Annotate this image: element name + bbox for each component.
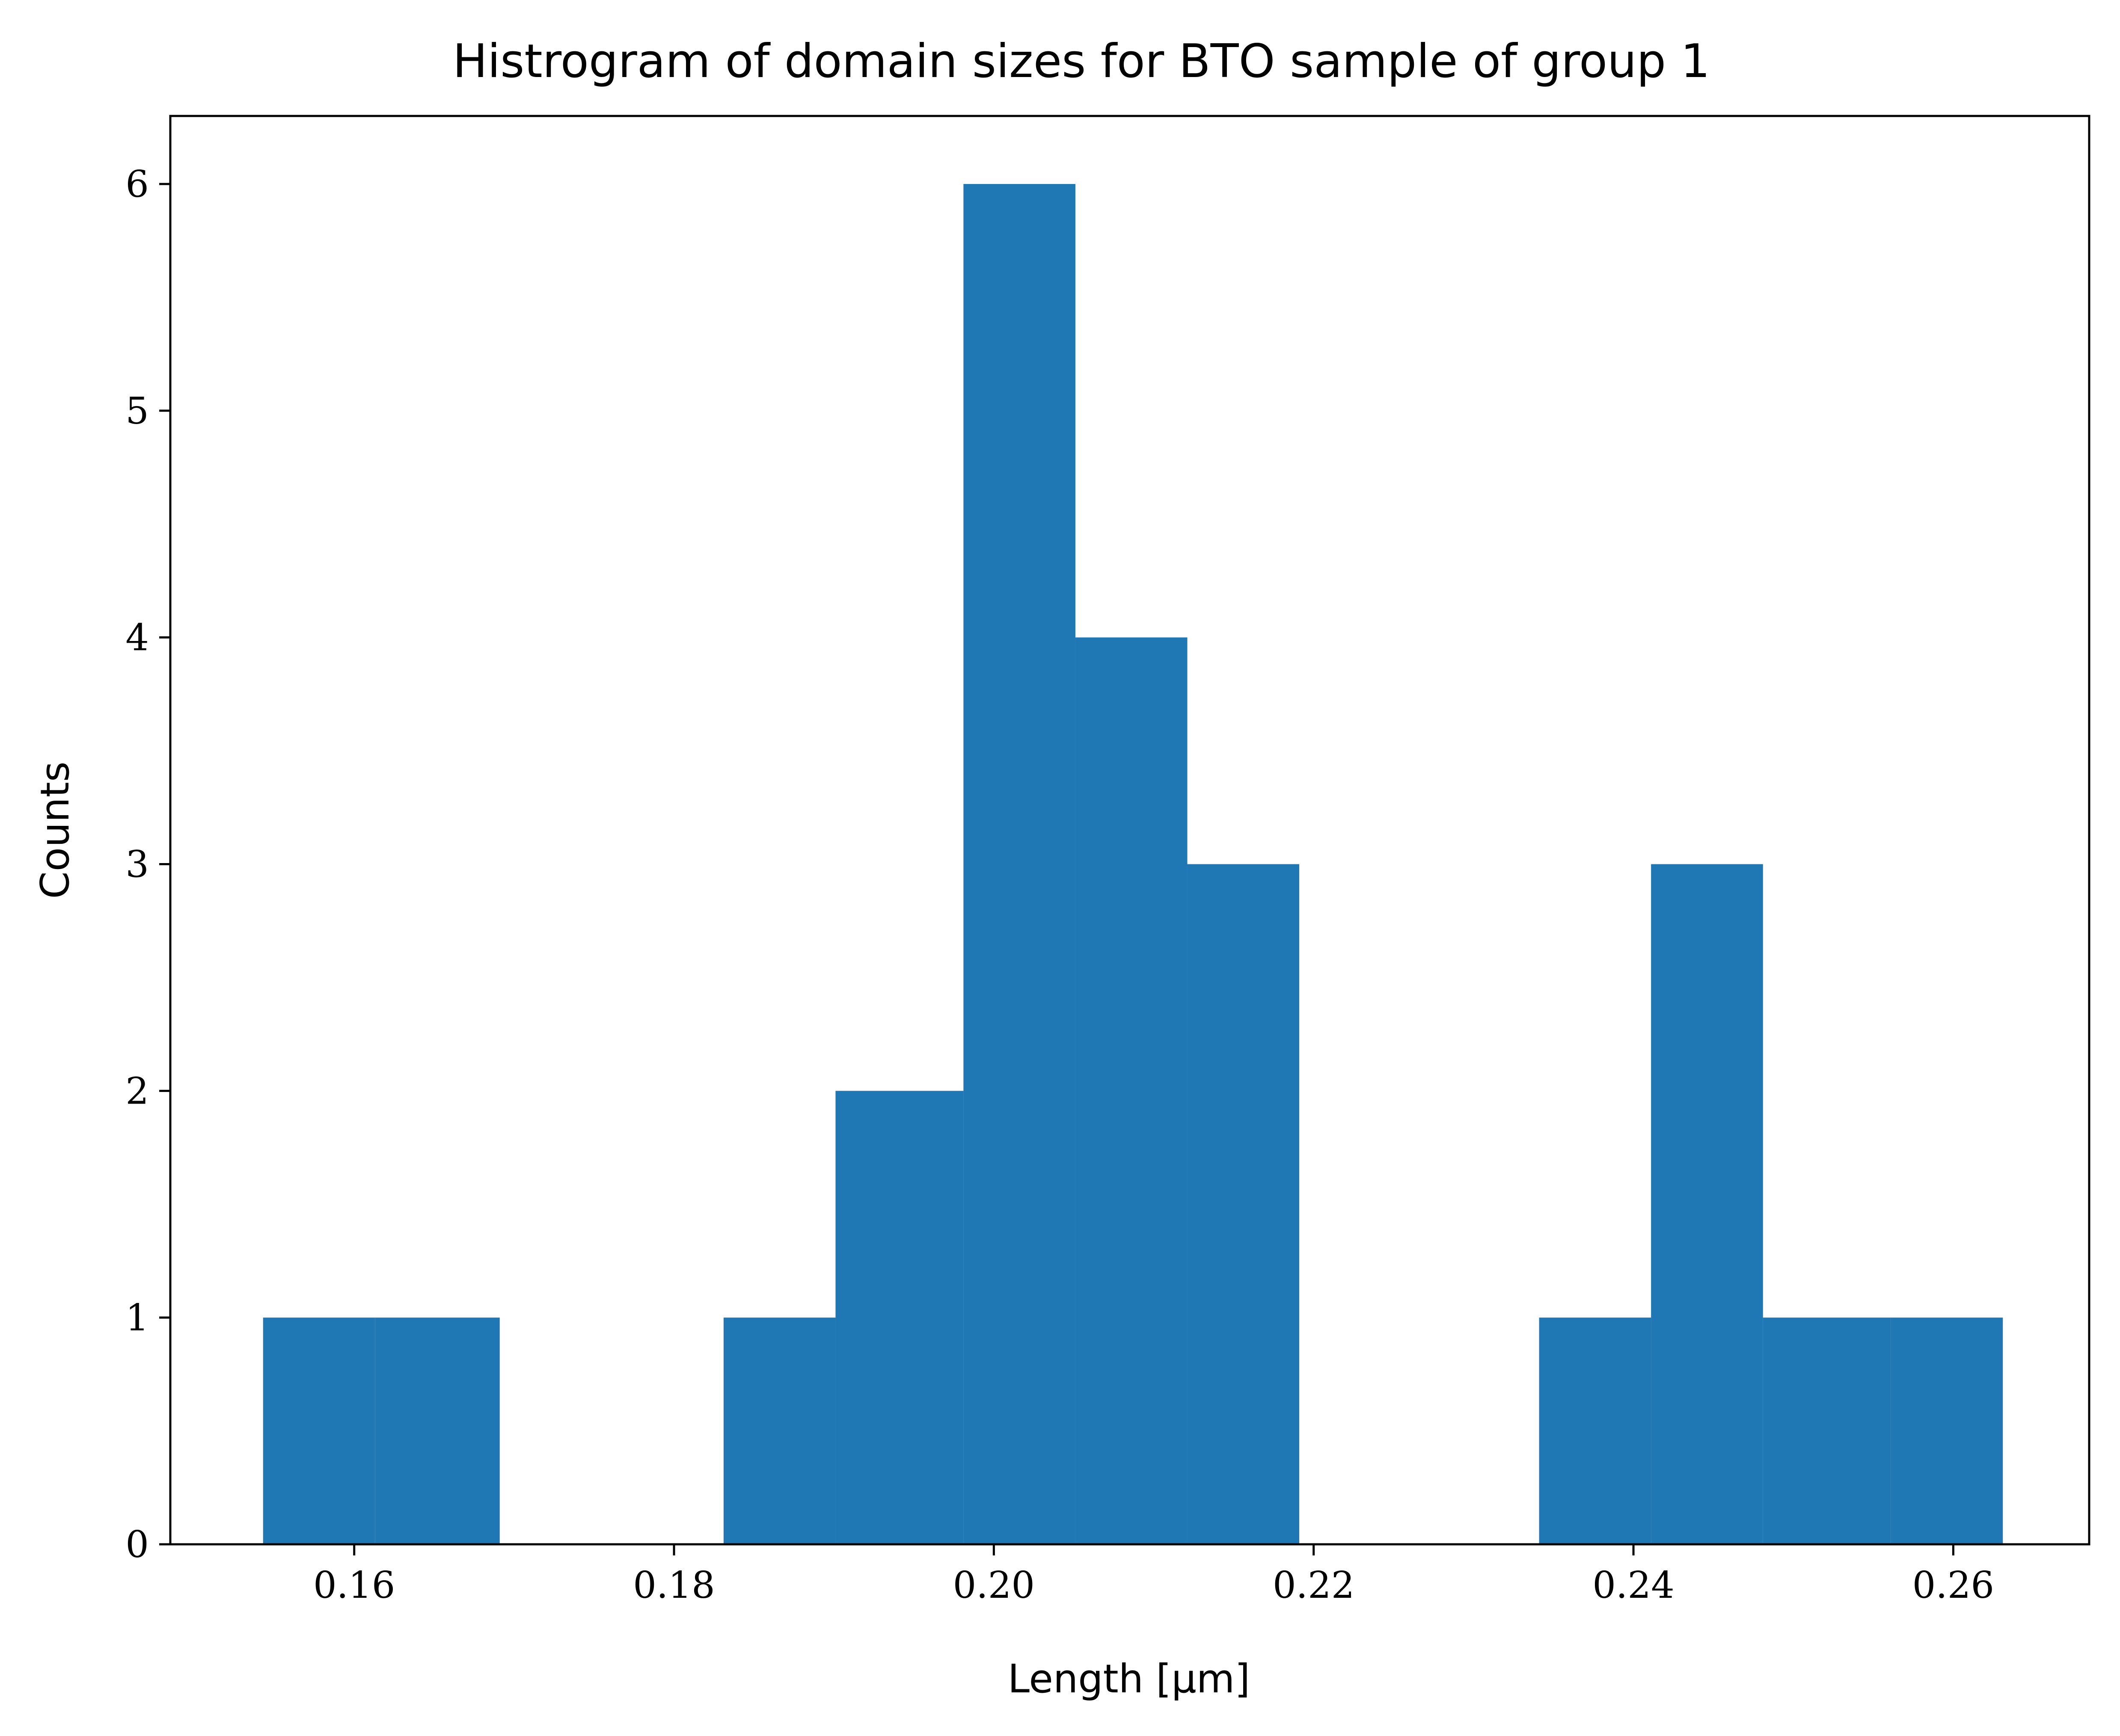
histogram-bar-0 — [263, 1318, 375, 1544]
y-tick-label: 5 — [125, 390, 149, 433]
x-tick-label: 0.16 — [313, 1564, 395, 1607]
x-axis-ticks: 0.16 0.18 0.20 0.22 0.24 0.26 — [313, 1544, 1994, 1607]
histogram-bar-3 — [835, 1091, 964, 1544]
y-tick-label: 1 — [125, 1297, 149, 1339]
x-tick-label: 0.26 — [1912, 1564, 1994, 1607]
histogram-bar-5 — [1075, 637, 1188, 1545]
histogram-bar-9 — [1763, 1318, 1891, 1544]
y-axis-ticks: 0 1 2 3 4 5 6 — [125, 163, 170, 1566]
chart-title: Histrogram of domain sizes for BTO sampl… — [453, 35, 1710, 88]
y-tick-label: 0 — [125, 1523, 149, 1566]
histogram-bar-2 — [723, 1318, 836, 1544]
x-tick-label: 0.20 — [953, 1564, 1035, 1607]
x-tick-label: 0.24 — [1592, 1564, 1674, 1607]
histogram-bar-7 — [1539, 1318, 1651, 1544]
y-tick-label: 6 — [125, 163, 149, 206]
histogram-bar-4 — [963, 184, 1075, 1544]
y-tick-label: 4 — [125, 617, 149, 659]
x-tick-label: 0.18 — [633, 1564, 715, 1607]
histogram-bar-10 — [1891, 1318, 2003, 1544]
histogram-bar-1 — [375, 1318, 500, 1544]
bars-group — [263, 184, 2003, 1545]
y-tick-label: 2 — [125, 1070, 149, 1113]
histogram-bar-8 — [1651, 864, 1763, 1544]
x-axis-label: Length [μm] — [1008, 1656, 1250, 1702]
x-tick-label: 0.22 — [1273, 1564, 1354, 1607]
y-axis-label: Counts — [32, 761, 78, 899]
y-tick-label: 3 — [125, 843, 149, 886]
histogram-bar-6 — [1187, 864, 1300, 1544]
plot-frame — [169, 115, 2090, 1546]
